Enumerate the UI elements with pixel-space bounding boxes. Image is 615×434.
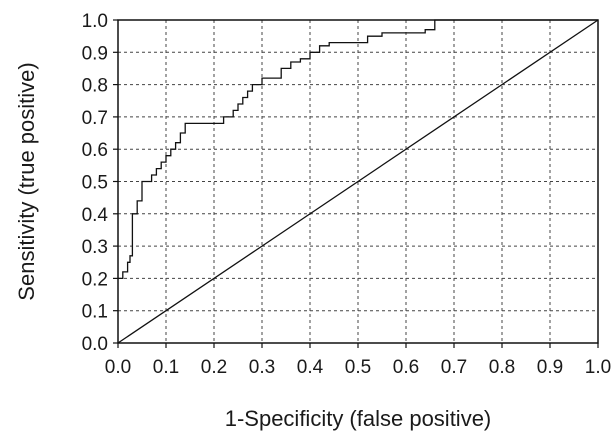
- y-tick-label: 1.0: [82, 11, 108, 32]
- y-axis-title: Sensitivity (true positive): [14, 62, 39, 300]
- x-tick-label: 0.7: [441, 357, 467, 378]
- x-tick-label: 0.4: [297, 357, 324, 378]
- x-tick-label: 0.3: [249, 357, 275, 378]
- x-axis-title: 1-Specificity (false positive): [225, 406, 492, 431]
- y-tick-label: 0.4: [82, 205, 109, 226]
- x-tick-label: 0.5: [345, 357, 371, 378]
- x-tick-label: 0.2: [201, 357, 227, 378]
- y-tick-label: 0.6: [82, 140, 108, 161]
- tick-marks: [113, 19, 599, 348]
- y-tick-label: 0.2: [82, 269, 108, 290]
- x-tick-label: 0.9: [537, 357, 563, 378]
- y-tick-label: 0.3: [82, 237, 108, 258]
- x-tick-label: 0.6: [393, 357, 419, 378]
- y-tick-label: 0.8: [82, 76, 108, 97]
- series-group: [117, 19, 599, 344]
- x-tick-label: 0.0: [105, 357, 131, 378]
- y-tick-label: 0.7: [82, 108, 108, 129]
- x-tick-label: 0.1: [153, 357, 179, 378]
- x-tick-label: 0.8: [489, 357, 515, 378]
- y-tick-labels: 0.0 0.1 0.2 0.3 0.4 0.5 0.6 0.7 0.8 0.9 1.0: [82, 11, 109, 355]
- y-tick-label: 0.9: [82, 43, 108, 64]
- x-tick-labels: 0.0 0.1 0.2 0.3 0.4 0.5 0.6 0.7 0.8 0.9 1.0: [105, 357, 611, 378]
- y-tick-label: 0.1: [82, 302, 108, 323]
- x-tick-label: 1.0: [585, 357, 611, 378]
- reference-diagonal-line: [117, 19, 599, 344]
- roc-curve-line: [118, 19, 598, 280]
- y-tick-label: 0.5: [82, 173, 108, 194]
- y-tick-label: 0.0: [82, 334, 108, 355]
